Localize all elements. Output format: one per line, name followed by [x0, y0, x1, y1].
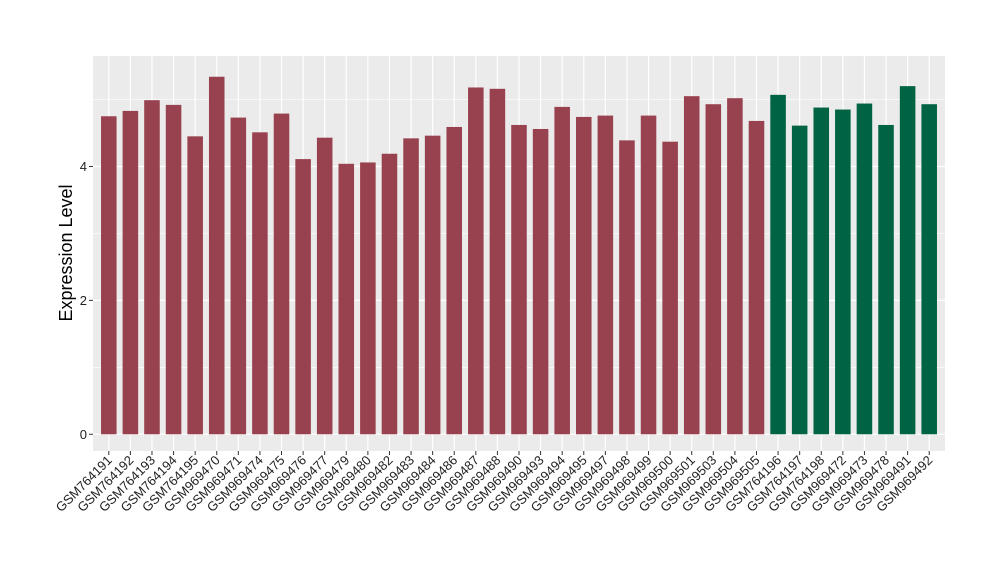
y-tick-label: 2: [80, 293, 87, 308]
bar-GSM764197: [791, 125, 808, 435]
y-axis: 0 2 4: [80, 159, 93, 442]
bar-GSM969505: [748, 120, 765, 435]
bar-GSM969500: [662, 141, 678, 435]
bar-GSM969499: [640, 115, 657, 435]
bar-GSM969488: [489, 88, 506, 435]
bar-GSM969503: [705, 104, 722, 435]
bar-GSM764193: [144, 100, 160, 435]
bar-GSM764196: [770, 94, 786, 435]
bar-GSM969483: [403, 138, 419, 435]
bar-GSM969486: [446, 126, 463, 435]
bar-GSM969476: [295, 159, 311, 435]
bar-GSM969490: [511, 124, 527, 435]
bar-GSM764195: [187, 136, 203, 435]
bar-GSM969474: [252, 132, 268, 435]
bar-GSM969471: [230, 117, 247, 435]
bar-GSM764194: [165, 104, 182, 435]
bar-GSM969477: [316, 137, 333, 435]
bar-GSM764191: [101, 116, 117, 435]
bar-GSM969482: [381, 153, 398, 435]
bar-GSM969497: [597, 115, 614, 435]
bar-GSM969494: [554, 106, 570, 435]
bar-GSM969479: [338, 163, 355, 435]
bar-GSM969491: [899, 86, 916, 435]
bar-GSM969498: [619, 140, 635, 435]
x-axis: GSM764191GSM764192GSM764193GSM764194GSM7…: [53, 451, 935, 515]
y-tick-label: 4: [80, 159, 87, 174]
bar-GSM969475: [273, 113, 290, 435]
bar-GSM969478: [878, 124, 894, 435]
bar-GSM969495: [575, 116, 592, 435]
bar-GSM764192: [122, 110, 139, 435]
bar-GSM969487: [468, 87, 484, 435]
bar-GSM969493: [532, 128, 549, 435]
bars: [101, 76, 937, 435]
y-tick-label: 0: [80, 427, 87, 442]
bar-GSM969470: [208, 76, 225, 435]
bar-GSM969492: [921, 104, 937, 435]
bar-GSM969480: [360, 162, 376, 435]
bar-GSM969504: [727, 98, 743, 435]
bar-GSM969484: [424, 135, 441, 435]
bar-GSM764198: [813, 107, 830, 435]
bar-GSM969473: [856, 103, 873, 435]
y-axis-title: Expression Level: [56, 184, 76, 321]
bar-GSM969472: [835, 109, 851, 435]
bar-GSM969501: [683, 96, 700, 435]
